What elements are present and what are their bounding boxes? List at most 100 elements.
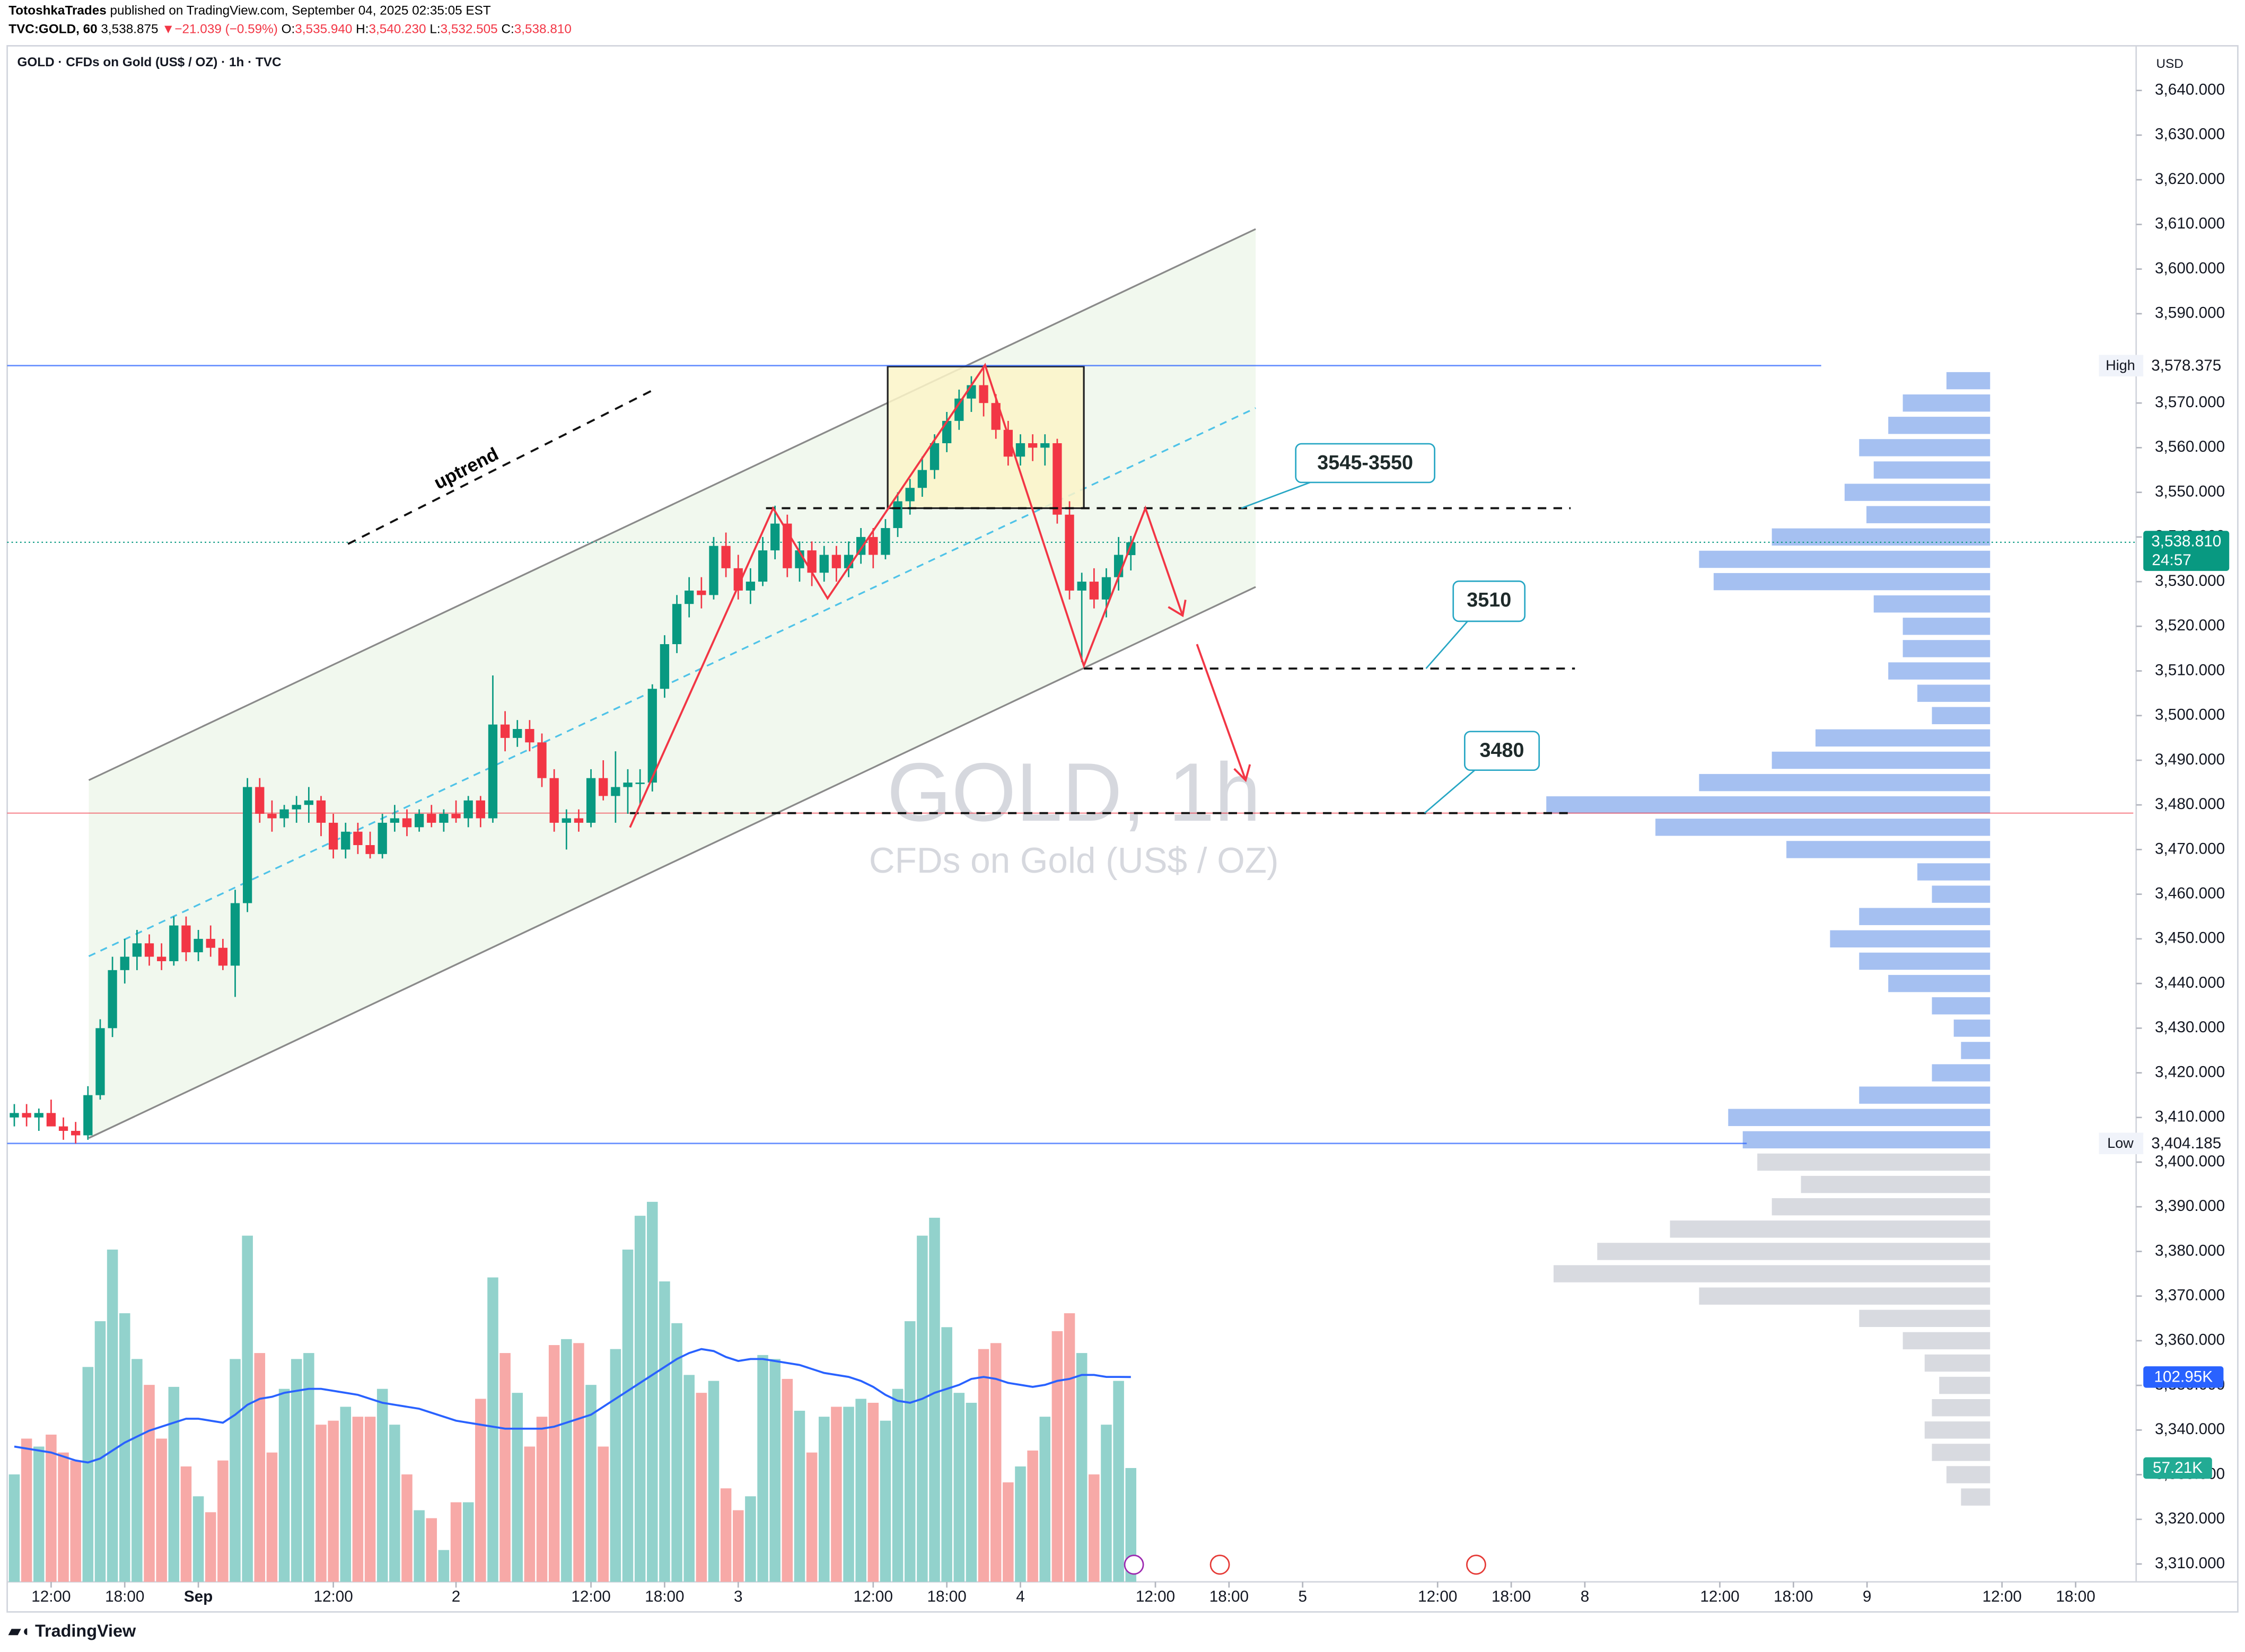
last: 3,538.875 [101, 22, 158, 37]
profile-bar [1953, 1020, 1990, 1037]
y-tick-label: 3,620.000 [2155, 170, 2225, 188]
profile-bar [1844, 484, 1990, 501]
profile-bar [1772, 751, 1990, 769]
candle-body [402, 818, 412, 828]
candle-body [893, 501, 902, 529]
candle-body [1040, 443, 1050, 448]
volume-bar [585, 1385, 597, 1582]
profile-bar [1772, 1198, 1990, 1216]
y-tick-label: 3,430.000 [2155, 1018, 2225, 1036]
frame [6, 45, 2239, 1613]
candles [7, 365, 2136, 1145]
volume-pane [8, 1201, 1137, 1582]
volume-bar [880, 1420, 891, 1582]
candle-body [463, 800, 473, 819]
volume-badge [2143, 1457, 2212, 1479]
candle-body [513, 729, 522, 738]
watermark-symbol: GOLD, 1h [887, 746, 1261, 839]
quote-line: TVC:GOLD, 60 3,538.875 ▼−21.039 (−0.59%)… [8, 22, 572, 37]
volume-bar [536, 1417, 548, 1582]
profile-bar [1924, 1354, 1990, 1372]
volume-bar [720, 1488, 732, 1582]
published: published on TradingView.com, September … [110, 4, 491, 18]
profile-bar [1961, 1488, 1990, 1506]
volume-bar [671, 1323, 682, 1582]
volume-bar [1039, 1417, 1051, 1582]
candle-body [831, 555, 841, 568]
profile-bar [1728, 1109, 1990, 1126]
candle-body [378, 822, 387, 854]
volume-bar [548, 1345, 560, 1582]
volume-bar [156, 1438, 167, 1582]
event-icon[interactable] [1209, 1554, 1230, 1575]
profile-bar [1815, 729, 1990, 747]
volume-bar [708, 1381, 720, 1582]
candle-body [733, 568, 743, 591]
volume-bar [217, 1460, 229, 1582]
volume-bar [794, 1410, 805, 1582]
channel-upper [88, 228, 1256, 781]
profile-bar [1655, 819, 1990, 836]
y-tick-label: 3,510.000 [2155, 661, 2225, 679]
volume-bar [953, 1393, 965, 1582]
y-tick-label: 3,390.000 [2155, 1197, 2225, 1215]
profile-bar [1946, 372, 1990, 390]
volume-bar [782, 1378, 793, 1582]
volume-bar [328, 1420, 339, 1582]
event-icon[interactable] [1466, 1554, 1486, 1575]
candle-body [279, 809, 289, 819]
high-name: High [2106, 357, 2135, 373]
x-tick-label: 12:00 [1136, 1588, 1175, 1605]
candle-body [476, 800, 485, 819]
volume-bar [450, 1502, 462, 1582]
profile-bar [1932, 1444, 1990, 1461]
profile-bar [1888, 417, 1990, 434]
candle-body [954, 398, 964, 421]
footer-logo: ▰◖ TradingView [8, 1621, 136, 1640]
volume-bar [376, 1389, 388, 1582]
candle-body [525, 729, 534, 743]
volume-bar [107, 1249, 118, 1582]
y-tick-label: 3,560.000 [2155, 438, 2225, 455]
volume-profile [1546, 372, 1990, 1506]
candle-body [1077, 582, 1086, 591]
profile-bar [1888, 662, 1990, 680]
candle-body [34, 1113, 43, 1118]
candle-body [22, 1113, 31, 1118]
y-tick-label: 3,590.000 [2155, 304, 2225, 322]
profile-bar [1546, 796, 1990, 814]
profile-bar [1699, 550, 1990, 568]
watermark-desc: CFDs on Gold (US$ / OZ) [869, 841, 1279, 881]
candle-body [108, 970, 117, 1029]
volume-bar [843, 1407, 854, 1582]
last-price-badge [2143, 531, 2230, 571]
candle-body [549, 778, 559, 823]
candle-body [304, 800, 313, 805]
footer [0, 1613, 2245, 1652]
candle-body [267, 814, 277, 819]
projection-arrow [1196, 644, 1247, 781]
callout-label: 3545-3550 [1317, 452, 1413, 474]
x-tick-label: 18:00 [1774, 1588, 1813, 1605]
candle-body [991, 403, 1001, 430]
x-tick-label: 2 [452, 1588, 461, 1605]
callout-box [1463, 731, 1540, 771]
candle-body [95, 1028, 105, 1095]
arrow-head [1233, 764, 1251, 783]
event-icon[interactable] [1124, 1554, 1144, 1575]
profile-bar [1902, 618, 1990, 635]
chart-title: GOLD · CFDs on Gold (US$ / OZ) · 1h · TV… [17, 55, 281, 69]
profile-bar [1932, 997, 1990, 1015]
candle-body [685, 590, 694, 604]
candle-body [132, 943, 142, 957]
volume-bar [462, 1502, 474, 1582]
candle-body [647, 689, 657, 783]
candle-body [206, 938, 215, 948]
volume-bar [769, 1359, 781, 1582]
x-tick-label: 12:00 [1418, 1588, 1457, 1605]
volume-bar [131, 1359, 143, 1582]
candle-body [537, 742, 547, 778]
volume-bar [315, 1425, 327, 1582]
volume-bar [303, 1353, 314, 1582]
